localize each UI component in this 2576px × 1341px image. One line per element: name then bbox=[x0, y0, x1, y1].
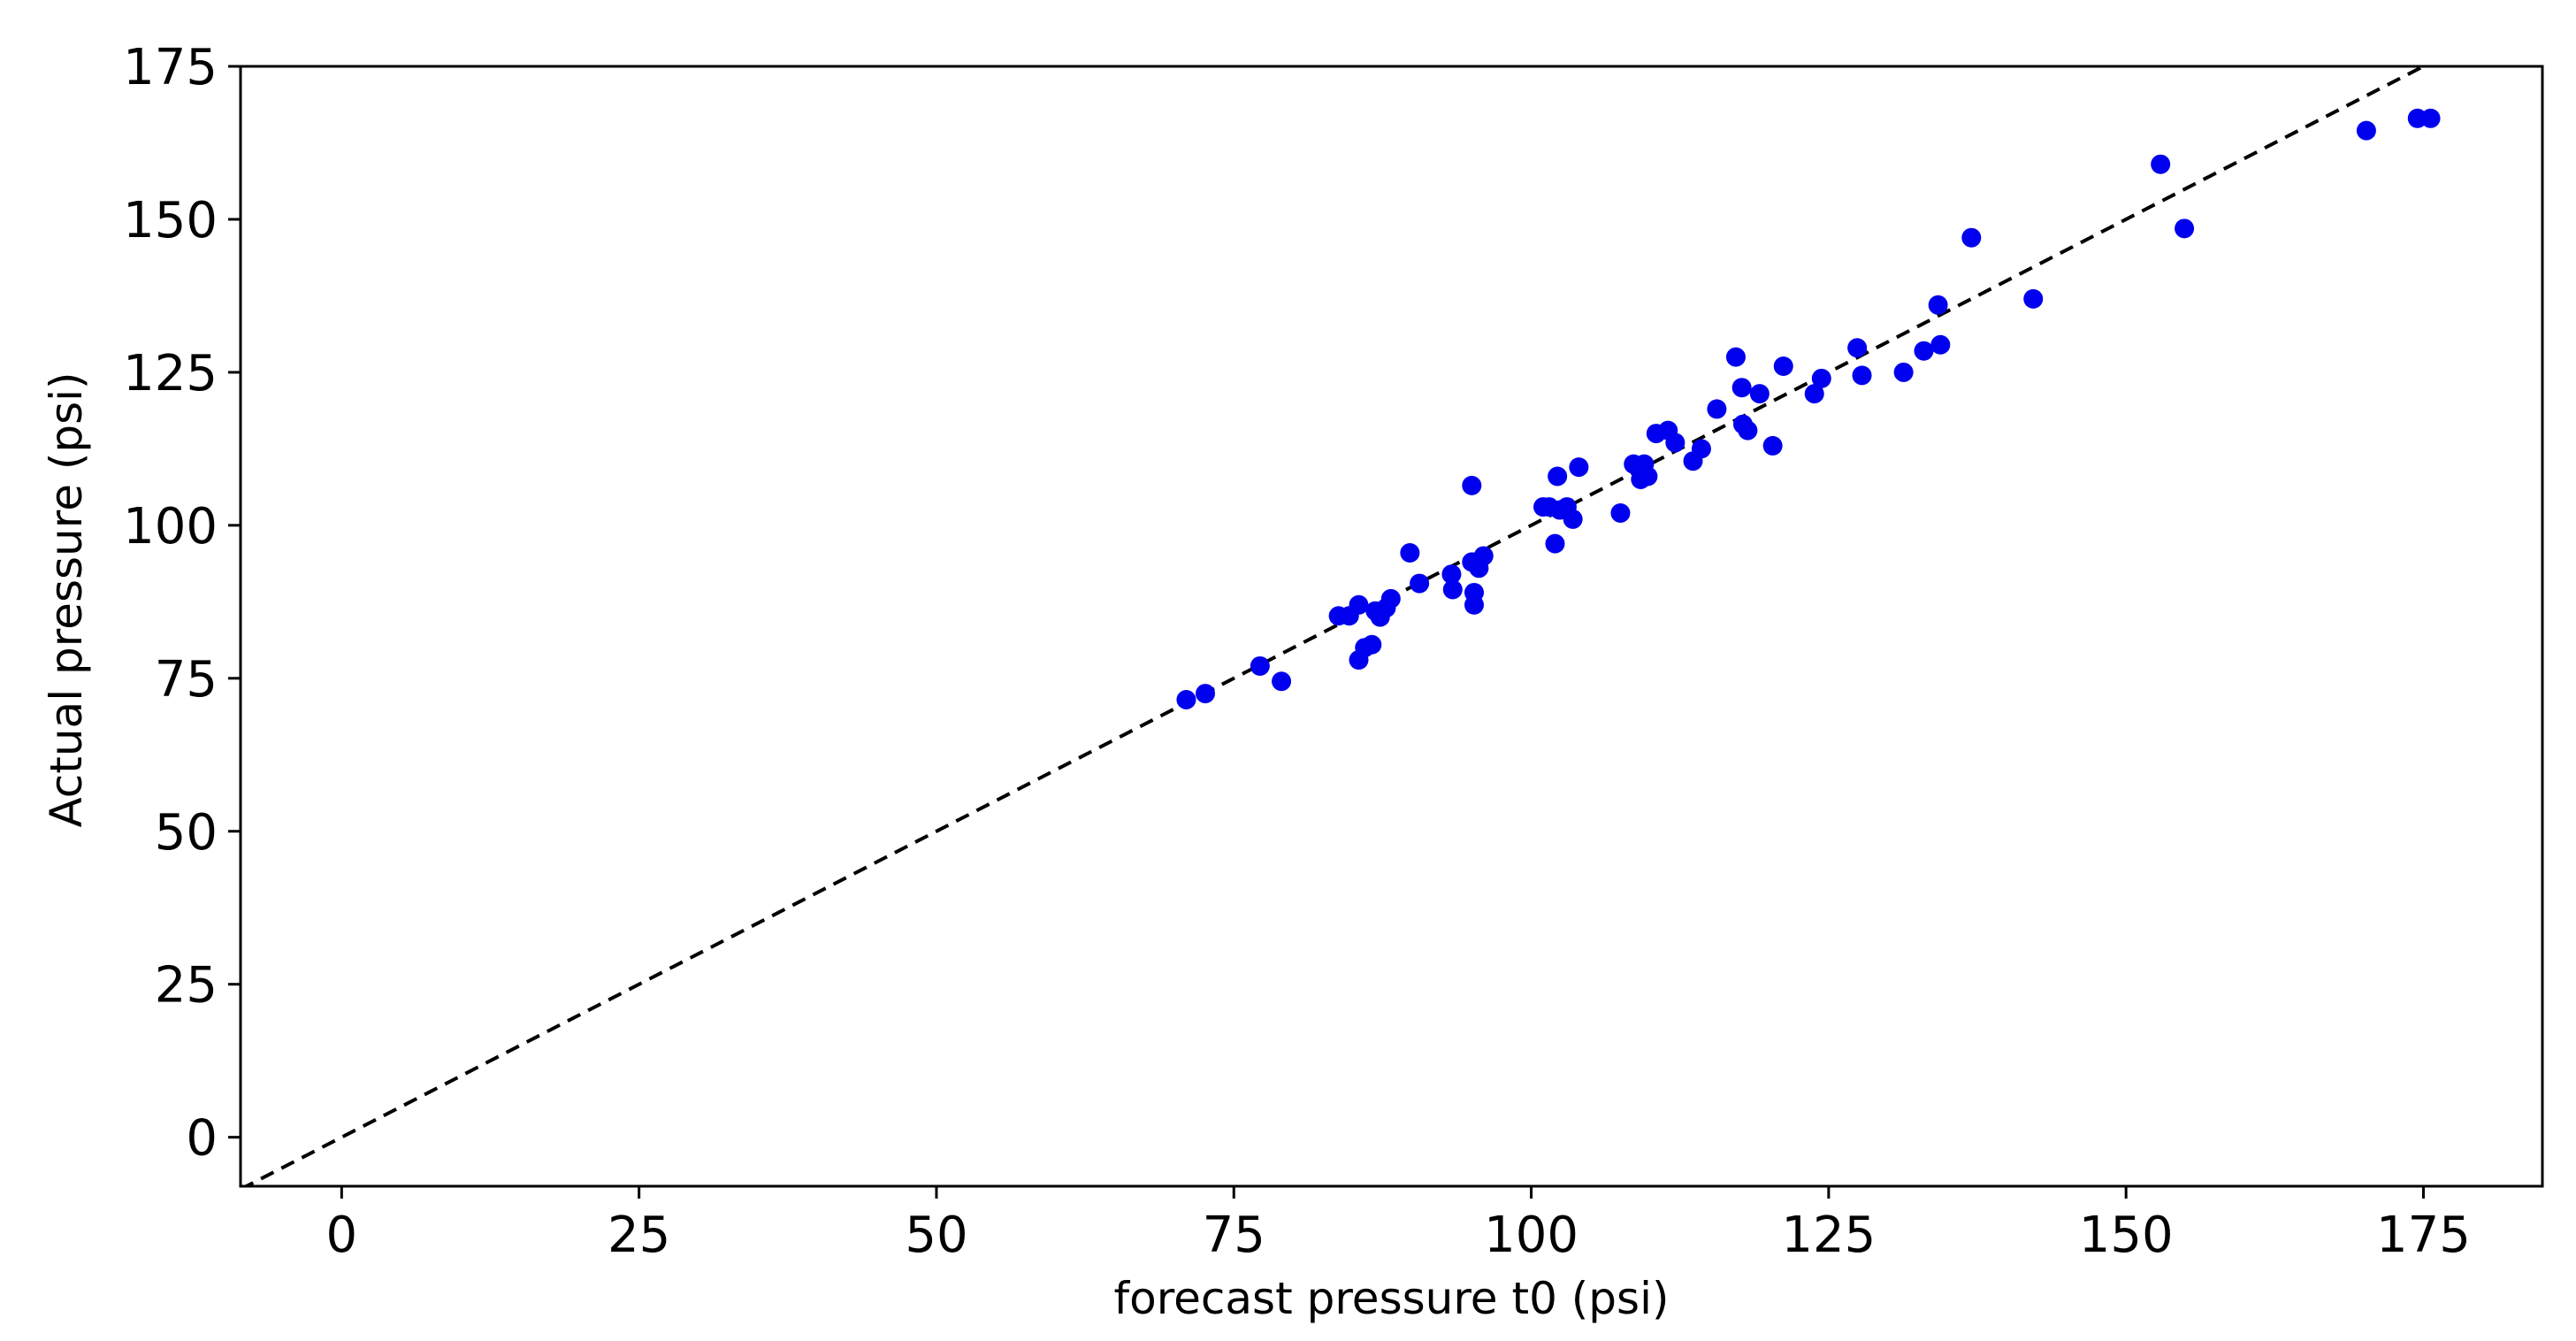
y-tick-label: 75 bbox=[155, 651, 218, 709]
y-tick-label: 175 bbox=[123, 39, 218, 96]
data-point bbox=[1442, 579, 1463, 600]
data-point bbox=[1464, 594, 1484, 615]
data-point bbox=[1762, 435, 1783, 456]
data-point bbox=[1928, 295, 1948, 315]
data-point bbox=[1349, 594, 1369, 615]
data-point bbox=[1545, 533, 1565, 554]
x-tick-label: 125 bbox=[1781, 1207, 1876, 1264]
data-point bbox=[1638, 466, 1658, 487]
data-point bbox=[1250, 655, 1270, 676]
x-axis-label: forecast pressure t0 (psi) bbox=[1114, 1273, 1670, 1324]
x-tick-label: 0 bbox=[326, 1207, 358, 1264]
y-tick-label: 150 bbox=[123, 192, 218, 249]
data-point bbox=[1773, 356, 1793, 376]
data-point bbox=[1961, 227, 1982, 248]
data-point bbox=[1731, 378, 1752, 398]
data-point bbox=[2151, 154, 2171, 174]
data-point bbox=[1473, 546, 1494, 566]
data-point bbox=[1569, 457, 1589, 478]
data-point bbox=[1847, 338, 1868, 358]
x-tick-label: 175 bbox=[2376, 1207, 2471, 1264]
y-tick-label: 0 bbox=[186, 1110, 218, 1168]
data-point bbox=[1725, 347, 1746, 367]
y-tick-label: 50 bbox=[155, 804, 218, 862]
data-point bbox=[1400, 542, 1420, 563]
data-point bbox=[1893, 362, 1914, 382]
data-point bbox=[1707, 399, 1727, 419]
x-tick-label: 75 bbox=[1203, 1207, 1265, 1264]
data-point bbox=[2420, 108, 2441, 128]
data-point bbox=[1691, 439, 1711, 459]
plot-frame bbox=[239, 65, 2544, 1188]
data-point bbox=[1563, 509, 1583, 529]
data-point bbox=[1930, 334, 1951, 355]
data-point bbox=[2023, 288, 2044, 309]
data-point bbox=[2175, 218, 2195, 239]
data-point bbox=[1610, 503, 1631, 524]
data-point bbox=[1195, 684, 1215, 704]
data-point bbox=[1462, 475, 1482, 495]
x-tick-label: 150 bbox=[2079, 1207, 2174, 1264]
data-point bbox=[1380, 588, 1401, 609]
y-tick-label: 25 bbox=[155, 957, 218, 1015]
y-axis-label: Actual pressure (psi) bbox=[41, 372, 92, 827]
y-axis-ticks: 0 25 50 75 100 125 150 175 bbox=[123, 39, 241, 1168]
data-points-layer bbox=[1176, 108, 2441, 710]
data-point bbox=[1272, 671, 1292, 692]
data-point bbox=[1811, 368, 1831, 388]
data-point bbox=[1176, 690, 1196, 710]
data-point bbox=[1738, 420, 1758, 441]
data-point bbox=[1665, 433, 1685, 453]
data-point bbox=[1804, 384, 1824, 404]
y-tick-label: 100 bbox=[123, 498, 218, 556]
data-point bbox=[1410, 573, 1430, 594]
data-point bbox=[1914, 341, 1934, 361]
data-point bbox=[1548, 466, 1568, 487]
data-point bbox=[1852, 365, 1872, 386]
y-tick-label: 125 bbox=[123, 345, 218, 402]
data-point bbox=[1749, 384, 1770, 404]
x-tick-label: 50 bbox=[905, 1207, 967, 1264]
data-point bbox=[2356, 120, 2376, 141]
data-point bbox=[1441, 564, 1462, 585]
x-axis-ticks: 0 25 50 75 100 125 150 175 bbox=[326, 1186, 2471, 1264]
x-tick-label: 100 bbox=[1484, 1207, 1578, 1264]
x-tick-label: 25 bbox=[608, 1207, 670, 1264]
data-point bbox=[1362, 634, 1382, 655]
